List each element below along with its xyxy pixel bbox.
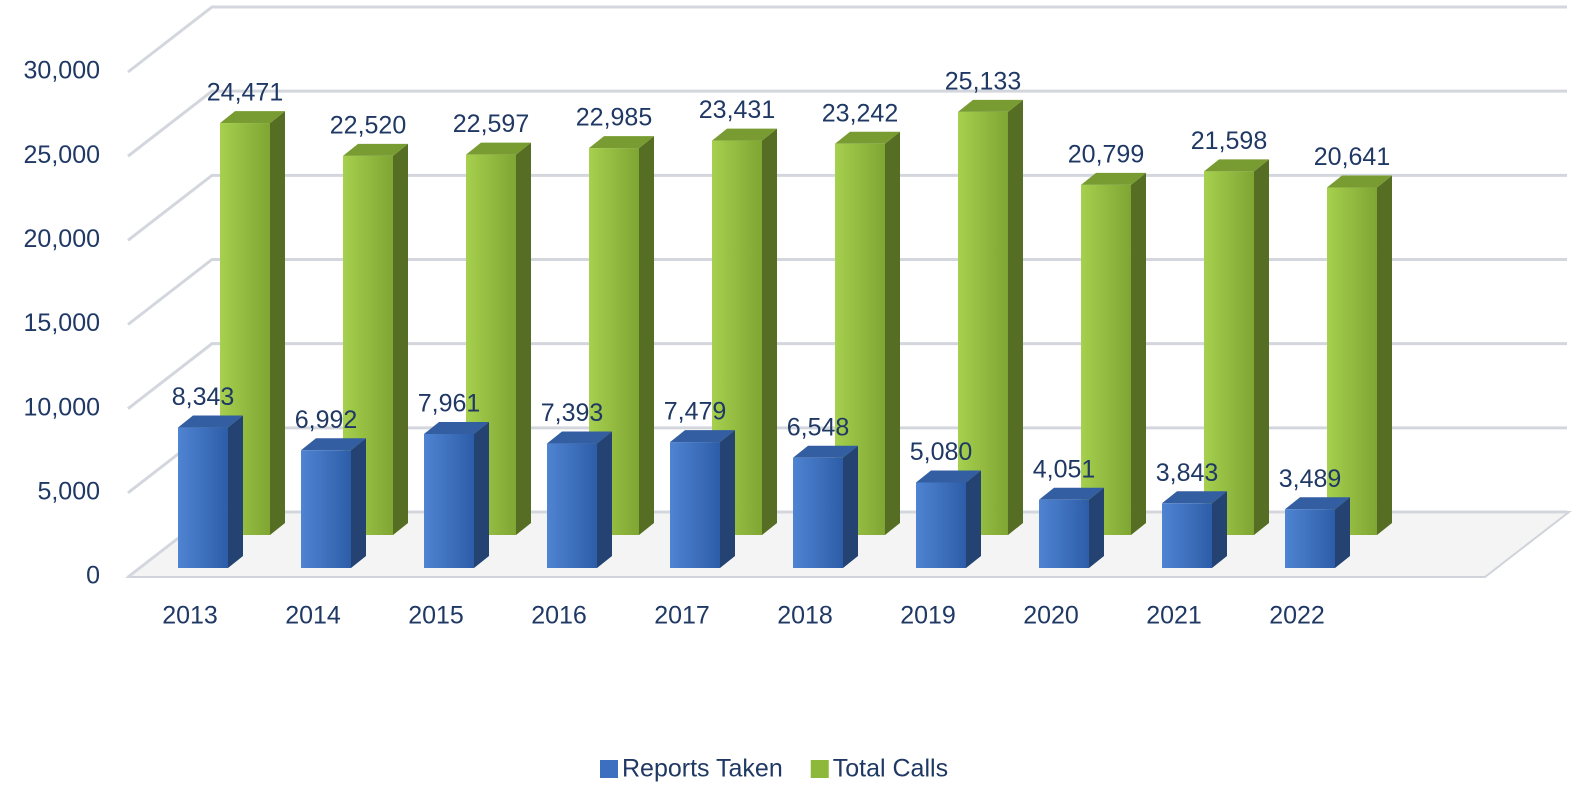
bar bbox=[670, 442, 720, 568]
bar-top bbox=[916, 470, 981, 483]
bar-top bbox=[547, 431, 612, 444]
bar bbox=[958, 111, 1008, 536]
bar-side bbox=[1254, 159, 1269, 536]
bar bbox=[1162, 503, 1212, 568]
bar bbox=[793, 457, 843, 568]
bar-top bbox=[1204, 159, 1269, 172]
bar-side bbox=[720, 430, 735, 568]
bar-side bbox=[351, 438, 366, 568]
data-label: 8,343 bbox=[172, 383, 235, 411]
data-label: 25,133 bbox=[945, 68, 1021, 96]
y-tick-label: 30,000 bbox=[24, 57, 100, 85]
bar-top bbox=[589, 136, 654, 149]
data-label: 21,598 bbox=[1191, 127, 1267, 155]
x-tick-label: 2018 bbox=[777, 602, 833, 630]
y-tick-label: 15,000 bbox=[24, 309, 100, 337]
x-tick-label: 2021 bbox=[1146, 602, 1202, 630]
bar-top bbox=[343, 143, 408, 156]
bar-side bbox=[966, 470, 981, 568]
legend-swatch bbox=[600, 760, 618, 778]
data-label: 22,520 bbox=[330, 112, 406, 140]
bar bbox=[1204, 171, 1254, 536]
y-tick-label: 10,000 bbox=[24, 393, 100, 421]
bar-side bbox=[1089, 487, 1104, 568]
bar-side bbox=[885, 131, 900, 535]
data-label: 20,641 bbox=[1314, 143, 1390, 171]
grid-line bbox=[127, 89, 1567, 158]
x-tick-label: 2016 bbox=[531, 602, 587, 630]
y-tick-label: 5,000 bbox=[37, 477, 100, 505]
bar-side bbox=[270, 111, 285, 535]
bar-side bbox=[639, 136, 654, 536]
bar-top bbox=[301, 438, 366, 451]
bar-top bbox=[712, 128, 777, 141]
bar-side bbox=[1377, 175, 1392, 536]
bar bbox=[1039, 499, 1089, 568]
bar-side bbox=[1008, 99, 1023, 536]
bar-top bbox=[1039, 487, 1104, 500]
bar-side bbox=[474, 421, 489, 568]
bar-top bbox=[424, 421, 489, 434]
data-label: 20,799 bbox=[1068, 140, 1144, 168]
data-label: 24,471 bbox=[207, 79, 283, 107]
bar-top bbox=[670, 430, 735, 443]
x-tick-label: 2013 bbox=[162, 602, 218, 630]
bar-top bbox=[178, 415, 243, 428]
data-label: 23,431 bbox=[699, 96, 775, 124]
bar-top bbox=[835, 131, 900, 144]
x-tick-label: 2020 bbox=[1023, 602, 1079, 630]
bar-side bbox=[762, 128, 777, 535]
x-tick-label: 2015 bbox=[408, 602, 464, 630]
data-label: 5,080 bbox=[910, 438, 973, 466]
bar-side bbox=[1335, 497, 1350, 568]
bar bbox=[301, 450, 351, 568]
data-label: 7,393 bbox=[541, 399, 604, 427]
bar-side bbox=[228, 415, 243, 568]
x-tick-label: 2019 bbox=[900, 602, 956, 630]
data-label: 7,961 bbox=[418, 390, 481, 418]
bar-top bbox=[1081, 172, 1146, 185]
x-tick-label: 2014 bbox=[285, 602, 341, 630]
bar bbox=[547, 443, 597, 568]
bar-top bbox=[1327, 175, 1392, 188]
bar bbox=[1285, 509, 1335, 568]
bar-side bbox=[516, 142, 531, 535]
bar-side bbox=[843, 445, 858, 568]
bar-top bbox=[1285, 497, 1350, 510]
bar-side bbox=[1131, 172, 1146, 536]
bar-top bbox=[958, 99, 1023, 112]
data-label: 3,843 bbox=[1156, 459, 1219, 487]
bar bbox=[1081, 184, 1131, 536]
bar bbox=[424, 433, 474, 568]
y-tick-label: 25,000 bbox=[24, 141, 100, 169]
bar bbox=[178, 427, 228, 568]
data-label: 6,992 bbox=[295, 406, 358, 434]
bar-top bbox=[1162, 491, 1227, 504]
data-label: 6,548 bbox=[787, 413, 850, 441]
grid-line bbox=[127, 5, 1567, 74]
x-tick-label: 2022 bbox=[1269, 602, 1325, 630]
bar-side bbox=[597, 431, 612, 568]
data-label: 23,242 bbox=[822, 99, 898, 127]
data-label: 22,597 bbox=[453, 110, 529, 138]
bar-top bbox=[793, 445, 858, 458]
data-label: 4,051 bbox=[1033, 455, 1096, 483]
bar-side bbox=[1212, 491, 1227, 568]
bar bbox=[1327, 187, 1377, 536]
legend-label: Reports Taken bbox=[622, 755, 783, 783]
y-tick-label: 20,000 bbox=[24, 225, 100, 253]
bar-side bbox=[393, 143, 408, 535]
data-label: 3,489 bbox=[1279, 465, 1342, 493]
data-label: 22,985 bbox=[576, 104, 652, 132]
bar bbox=[916, 482, 966, 568]
x-tick-label: 2017 bbox=[654, 602, 710, 630]
y-tick-label: 0 bbox=[86, 562, 100, 590]
legend-label: Total Calls bbox=[833, 755, 948, 783]
bar-top bbox=[466, 142, 531, 155]
bar-top bbox=[220, 111, 285, 124]
legend-swatch bbox=[810, 760, 829, 778]
data-label: 7,479 bbox=[664, 398, 727, 426]
